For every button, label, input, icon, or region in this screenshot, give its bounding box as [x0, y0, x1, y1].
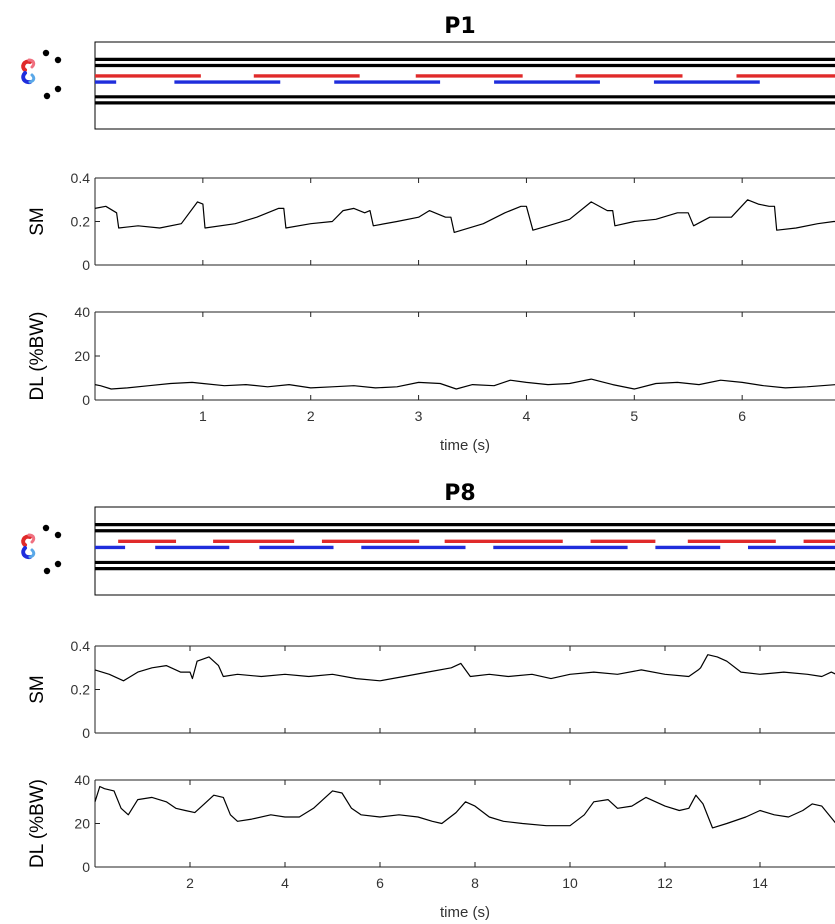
x-tick-label: 2 [307, 408, 315, 424]
y-tick-label: 0.2 [71, 682, 91, 698]
panel-title: P8 [444, 481, 475, 506]
y-tick-label: 0.4 [71, 638, 91, 654]
series-line [94, 378, 835, 390]
x-tick-label: 14 [752, 875, 768, 891]
dl-axes: 0 20 40 2 4 6 8 10 12 14 DL (%BW) time (s) [27, 772, 835, 921]
y-tick-label: 40 [74, 772, 90, 788]
series-line [94, 654, 835, 682]
panel-title: P1 [444, 14, 475, 39]
x-tick-label: 4 [523, 408, 531, 424]
y-tick-label: 0.2 [71, 214, 91, 230]
panel-p1: P1 0 0.2 0.4 SM 0 20 40 1 2 3 4 5 6 DL (%BW) time (s) [21, 14, 835, 454]
panel-p8: P8 0 0.2 0.4 SM 0 20 40 2 4 6 8 10 12 14 DL (%BW) time (… [21, 481, 835, 921]
y-tick-label: 40 [74, 304, 90, 320]
y-tick-label: 0 [82, 257, 90, 273]
y-axis-label: SM [27, 675, 48, 704]
x-tick-label: 12 [657, 875, 673, 891]
sm-axes: 0 0.2 0.4 SM [27, 638, 835, 741]
y-axis-label: DL (%BW) [27, 311, 48, 400]
y-tick-label: 0 [82, 725, 90, 741]
footfall-diagram [94, 41, 835, 130]
x-axis-label: time (s) [440, 437, 490, 454]
x-tick-label: 10 [562, 875, 578, 891]
y-tick-label: 0 [82, 392, 90, 408]
y-axis-label: SM [27, 207, 48, 236]
quadruped-footfall-icon [21, 524, 62, 575]
x-tick-label: 6 [738, 408, 746, 424]
series-line [94, 199, 835, 233]
y-axis-label: DL (%BW) [27, 779, 48, 868]
x-tick-label: 2 [186, 875, 194, 891]
y-tick-label: 0.4 [71, 170, 91, 186]
x-tick-label: 5 [630, 408, 638, 424]
footfall-diagram [94, 506, 835, 596]
x-tick-label: 6 [376, 875, 384, 891]
x-tick-label: 4 [281, 875, 289, 891]
x-tick-label: 8 [471, 875, 479, 891]
sm-axes: 0 0.2 0.4 SM [27, 170, 835, 273]
x-tick-label: 3 [415, 408, 423, 424]
dl-axes: 0 20 40 1 2 3 4 5 6 DL (%BW) time (s) [27, 304, 835, 454]
series-line [94, 785, 835, 829]
y-tick-label: 20 [74, 816, 90, 832]
y-tick-label: 20 [74, 348, 90, 364]
x-tick-label: 1 [199, 408, 207, 424]
x-axis-label: time (s) [440, 904, 490, 921]
quadruped-footfall-icon [21, 49, 62, 100]
y-tick-label: 0 [82, 859, 90, 875]
